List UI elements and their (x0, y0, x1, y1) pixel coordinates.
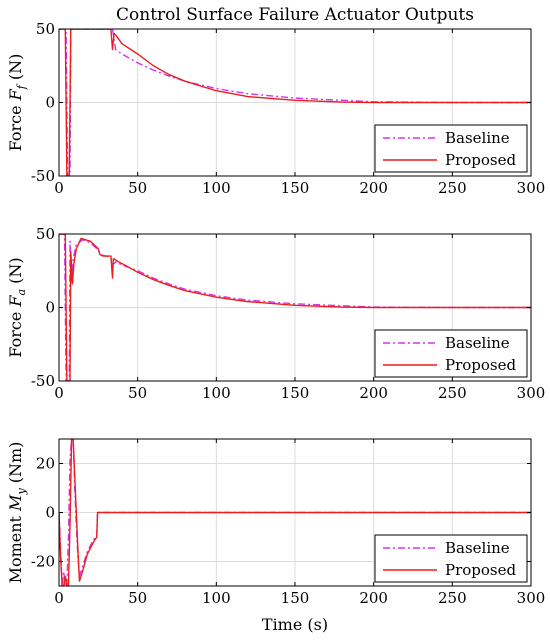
legend: Baseline Proposed (374, 124, 528, 173)
x-tick-label: 150 (281, 384, 310, 402)
legend-label: Baseline (445, 334, 510, 352)
series-line-baseline (59, 29, 531, 176)
series-lines (59, 29, 531, 176)
legend-box (374, 534, 528, 583)
x-tick-label: 0 (54, 179, 64, 197)
x-tick-label: 0 (54, 589, 64, 607)
legend-label: Proposed (445, 151, 517, 169)
x-tick-label: 300 (517, 589, 546, 607)
legend-box (374, 124, 528, 173)
x-axis-label: Time (s) (262, 615, 328, 634)
legend-label: Proposed (445, 561, 517, 579)
legend-box (374, 329, 528, 378)
legend-label: Proposed (445, 356, 517, 374)
y-tick-label: 50 (36, 20, 55, 38)
legend: Baseline Proposed (374, 534, 528, 583)
series-line-proposed (59, 439, 531, 586)
x-tick-label: 100 (202, 589, 231, 607)
x-tick-label: 200 (359, 589, 388, 607)
y-axis-label: Moment My (Nm) (6, 442, 28, 584)
y-axis-label: Force Fa (N) (6, 257, 28, 357)
x-tick-label: 50 (128, 179, 147, 197)
x-tick-label: 100 (202, 179, 231, 197)
x-tick-label: 50 (128, 384, 147, 402)
chart-title: Control Surface Failure Actuator Outputs (116, 5, 474, 25)
series-line-baseline (59, 439, 531, 586)
y-tick-label: 20 (36, 455, 55, 473)
x-tick-label: 250 (438, 384, 467, 402)
x-tick-label: 200 (359, 179, 388, 197)
series-lines (59, 439, 531, 586)
y-tick-label: 0 (45, 504, 55, 522)
x-tick-label: 300 (517, 384, 546, 402)
subplot-3: 0 50 100 150 200 250 300 -20 0 20 Moment My (Nm) Ba… (6, 438, 546, 607)
legend-label: Baseline (445, 129, 510, 147)
legend-label: Baseline (445, 539, 510, 557)
x-tick-label: 200 (359, 384, 388, 402)
x-tick-label: 250 (438, 179, 467, 197)
legend: Baseline Proposed (374, 329, 528, 378)
x-tick-label: 300 (517, 179, 546, 197)
y-tick-label: -50 (31, 167, 55, 185)
x-tick-label: 250 (438, 589, 467, 607)
x-tick-label: 50 (128, 589, 147, 607)
x-tick-label: 100 (202, 384, 231, 402)
y-tick-label: -50 (31, 372, 55, 390)
x-tick-label: 150 (281, 179, 310, 197)
series-line-proposed (59, 29, 531, 176)
y-tick-label: 50 (36, 225, 55, 243)
series-line-proposed (59, 234, 531, 381)
x-tick-label: 150 (281, 589, 310, 607)
series-lines (59, 234, 531, 381)
y-tick-label: 0 (45, 94, 55, 112)
y-tick-label: -20 (31, 553, 55, 571)
x-tick-label: 0 (54, 384, 64, 402)
y-tick-label: 0 (45, 299, 55, 317)
y-axis-label: Force Ff (N) (6, 54, 28, 152)
